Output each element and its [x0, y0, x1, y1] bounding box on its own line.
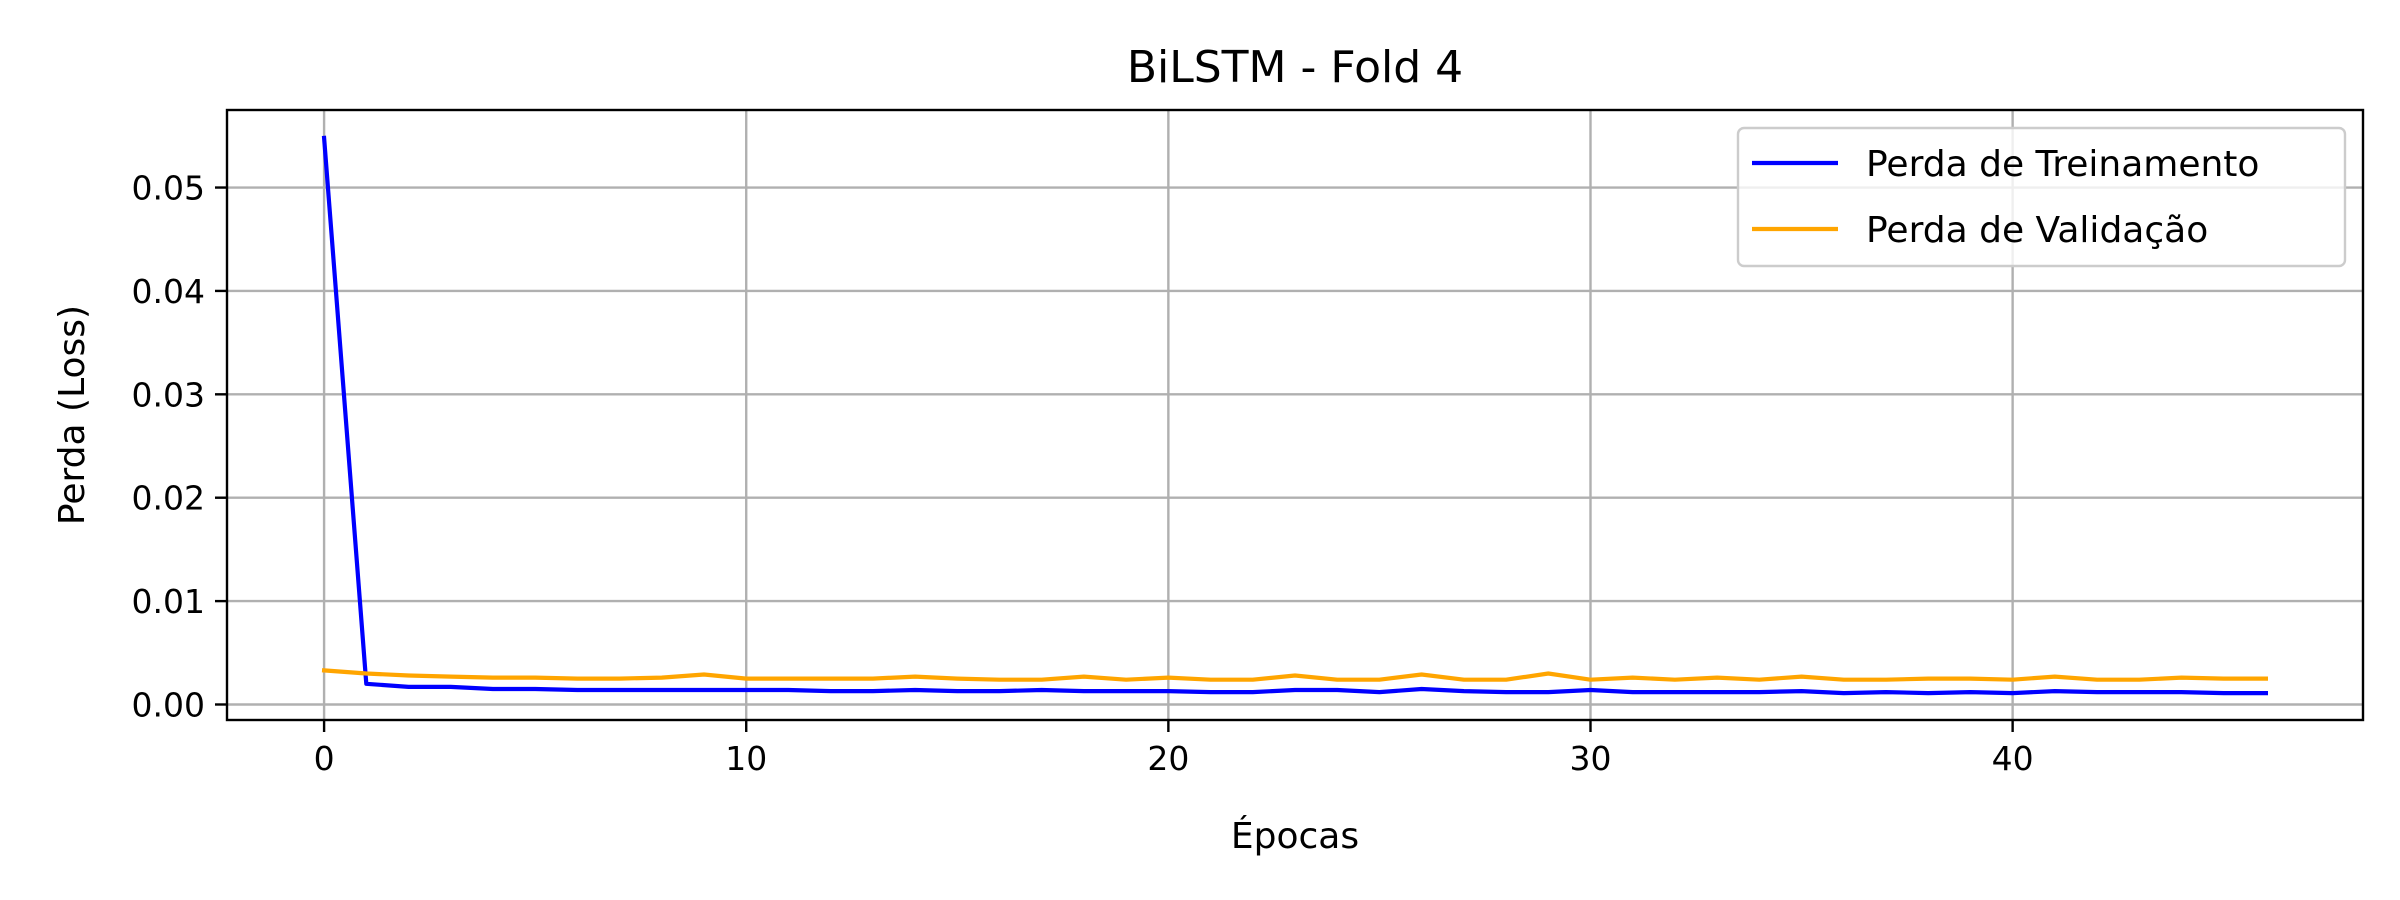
legend: Perda de Treinamento Perda de Validação — [1736, 126, 2347, 268]
y-axis-label: Perda (Loss) — [52, 305, 93, 525]
y-tick-label: 0.05 — [132, 169, 205, 208]
training-loss-line — [321, 135, 2268, 696]
legend-box — [1736, 126, 2347, 268]
y-tick-label: 0.00 — [132, 685, 205, 724]
legend-label-training: Perda de Treinamento — [1866, 144, 2259, 185]
y-tick-label: 0.02 — [132, 479, 205, 518]
y-tick-label: 0.04 — [132, 272, 205, 311]
x-axis-label: Épocas — [1231, 815, 1359, 857]
y-tick-label: 0.03 — [132, 375, 205, 414]
x-tick-label: 0 — [314, 739, 335, 778]
validation-loss-line — [321, 668, 2268, 682]
x-tick-label: 40 — [1992, 739, 2034, 778]
grid — [227, 110, 2363, 720]
x-tick-label: 10 — [725, 739, 767, 778]
ticks: 0 10 20 30 40 0.00 0.01 0.02 0.03 0.04 0.05 — [132, 169, 2034, 778]
y-tick-label: 0.01 — [132, 582, 205, 621]
series-layer — [321, 135, 2268, 696]
chart-title: BiLSTM - Fold 4 — [1127, 42, 1463, 93]
x-tick-label: 30 — [1569, 739, 1611, 778]
legend-label-validation: Perda de Validação — [1866, 210, 2208, 251]
x-tick-label: 20 — [1147, 739, 1189, 778]
plot-frame — [225, 108, 2365, 722]
